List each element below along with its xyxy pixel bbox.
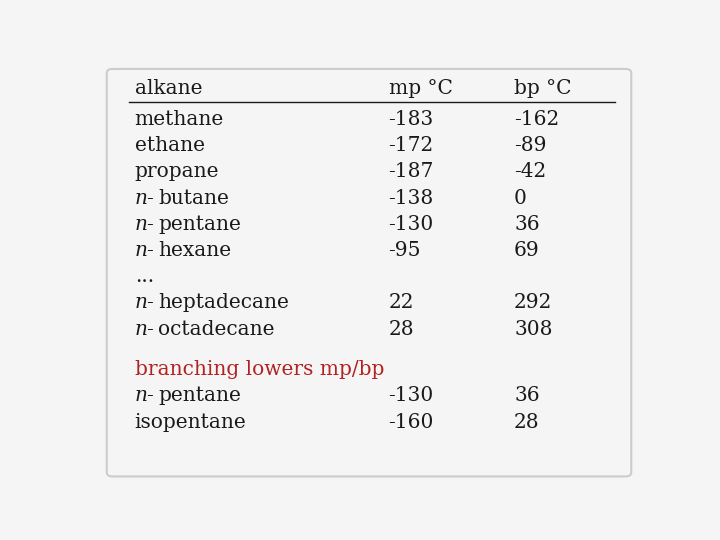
Text: -95: -95 bbox=[389, 241, 421, 260]
Text: n‑: n‑ bbox=[135, 215, 154, 234]
Text: isopentane: isopentane bbox=[135, 413, 246, 431]
Text: bp °C: bp °C bbox=[514, 79, 572, 98]
Text: n‑: n‑ bbox=[135, 241, 154, 260]
Text: 36: 36 bbox=[514, 387, 540, 406]
Text: octadecane: octadecane bbox=[158, 320, 274, 339]
Text: ...: ... bbox=[135, 267, 154, 286]
Text: n‑: n‑ bbox=[135, 188, 154, 208]
Text: ethane: ethane bbox=[135, 136, 204, 156]
Text: -130: -130 bbox=[389, 215, 433, 234]
Text: 36: 36 bbox=[514, 215, 540, 234]
FancyBboxPatch shape bbox=[107, 69, 631, 476]
Text: -42: -42 bbox=[514, 163, 546, 181]
Text: -162: -162 bbox=[514, 110, 559, 129]
Text: n‑: n‑ bbox=[135, 387, 154, 406]
Text: 28: 28 bbox=[514, 413, 540, 431]
Text: -187: -187 bbox=[389, 163, 434, 181]
Text: pentane: pentane bbox=[158, 387, 241, 406]
Text: n‑: n‑ bbox=[135, 293, 154, 313]
Text: -160: -160 bbox=[389, 413, 434, 431]
Text: -89: -89 bbox=[514, 136, 546, 156]
Text: butane: butane bbox=[158, 188, 229, 208]
Text: -172: -172 bbox=[389, 136, 433, 156]
Text: propane: propane bbox=[135, 163, 219, 181]
Text: n‑: n‑ bbox=[135, 320, 154, 339]
Text: heptadecane: heptadecane bbox=[158, 293, 289, 313]
Text: alkane: alkane bbox=[135, 79, 202, 98]
Text: 22: 22 bbox=[389, 293, 414, 313]
Text: methane: methane bbox=[135, 110, 224, 129]
Text: -130: -130 bbox=[389, 387, 433, 406]
Text: pentane: pentane bbox=[158, 215, 241, 234]
Text: 292: 292 bbox=[514, 293, 552, 313]
Text: mp °C: mp °C bbox=[389, 79, 452, 98]
Text: 0: 0 bbox=[514, 188, 527, 208]
Text: -138: -138 bbox=[389, 188, 433, 208]
Text: branching lowers mp/bp: branching lowers mp/bp bbox=[135, 360, 384, 379]
Text: 28: 28 bbox=[389, 320, 414, 339]
Text: hexane: hexane bbox=[158, 241, 231, 260]
Text: 308: 308 bbox=[514, 320, 552, 339]
Text: -183: -183 bbox=[389, 110, 433, 129]
Text: 69: 69 bbox=[514, 241, 540, 260]
